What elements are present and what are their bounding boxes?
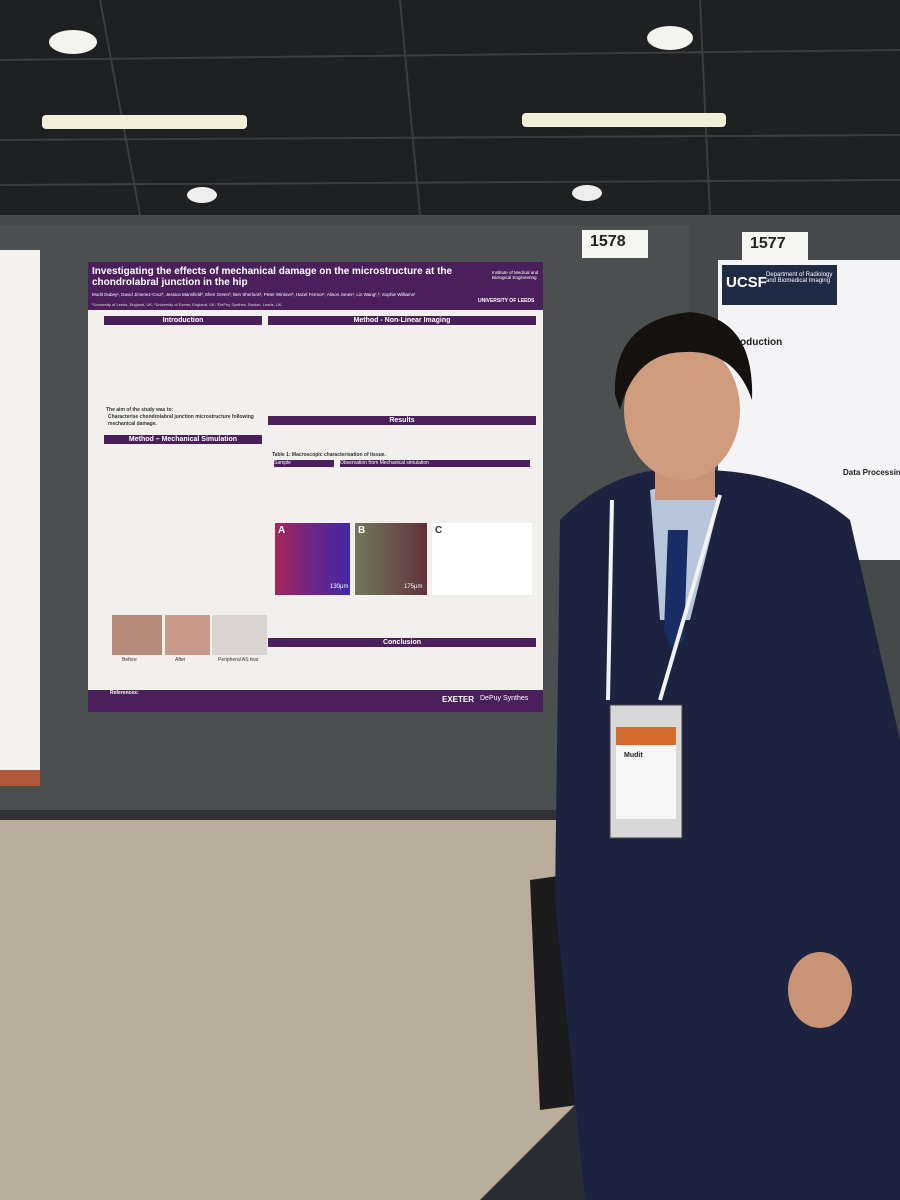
section-heading: Results [268,416,536,425]
side-logo: UCSF [726,274,767,291]
image-caption: After [175,657,186,663]
side-heading: Data Processing [843,468,900,477]
aim: Characterise chondrolabral junction micr… [108,414,254,427]
aim-heading: The aim of the study was to: [106,407,174,413]
sponsor: EXETER [442,695,475,704]
poster-authors: Mudit Dubey¹, David Jimenez-Cruz², Jessi… [92,292,416,297]
section-heading: Method – Mechanical Simulation [104,435,262,444]
poster-affiliation: ¹University of Leeds, England, UK; ²Univ… [92,302,283,307]
institute: Institute of Medical and Biological Engi… [492,270,539,280]
table-header: Sample [274,460,334,467]
table-header: Observation from Mechanical simulation [340,460,530,467]
figure-label: C [435,525,443,536]
university: UNIVERSITY OF LEEDS [478,298,535,304]
figure-label: B [358,525,366,536]
side-heading: oduction [740,337,783,348]
section-heading: Conclusion [268,638,536,647]
figure-label: A [278,525,286,536]
side-department: Department of Radiology and Biomedical I… [766,272,833,284]
sponsor: DePuy Synthes [480,695,529,702]
section-heading: Method - Non-Linear Imaging [268,316,536,325]
board-number: 1577 [750,235,786,252]
scale-bar: 175μm [404,584,423,590]
board-number: 1578 [590,233,626,250]
image-caption: Peripheral AS tear [218,657,259,663]
scale-bar: 130μm [330,584,349,590]
references: References: [110,690,139,696]
badge-name: Mudit [624,752,643,759]
table-title: Table 1: Macroscopic characterisation of… [272,452,386,458]
image-caption: Before [122,657,137,663]
poster-title: Investigating the effects of mechanical … [92,266,453,288]
section-heading: Introduction [104,316,262,325]
